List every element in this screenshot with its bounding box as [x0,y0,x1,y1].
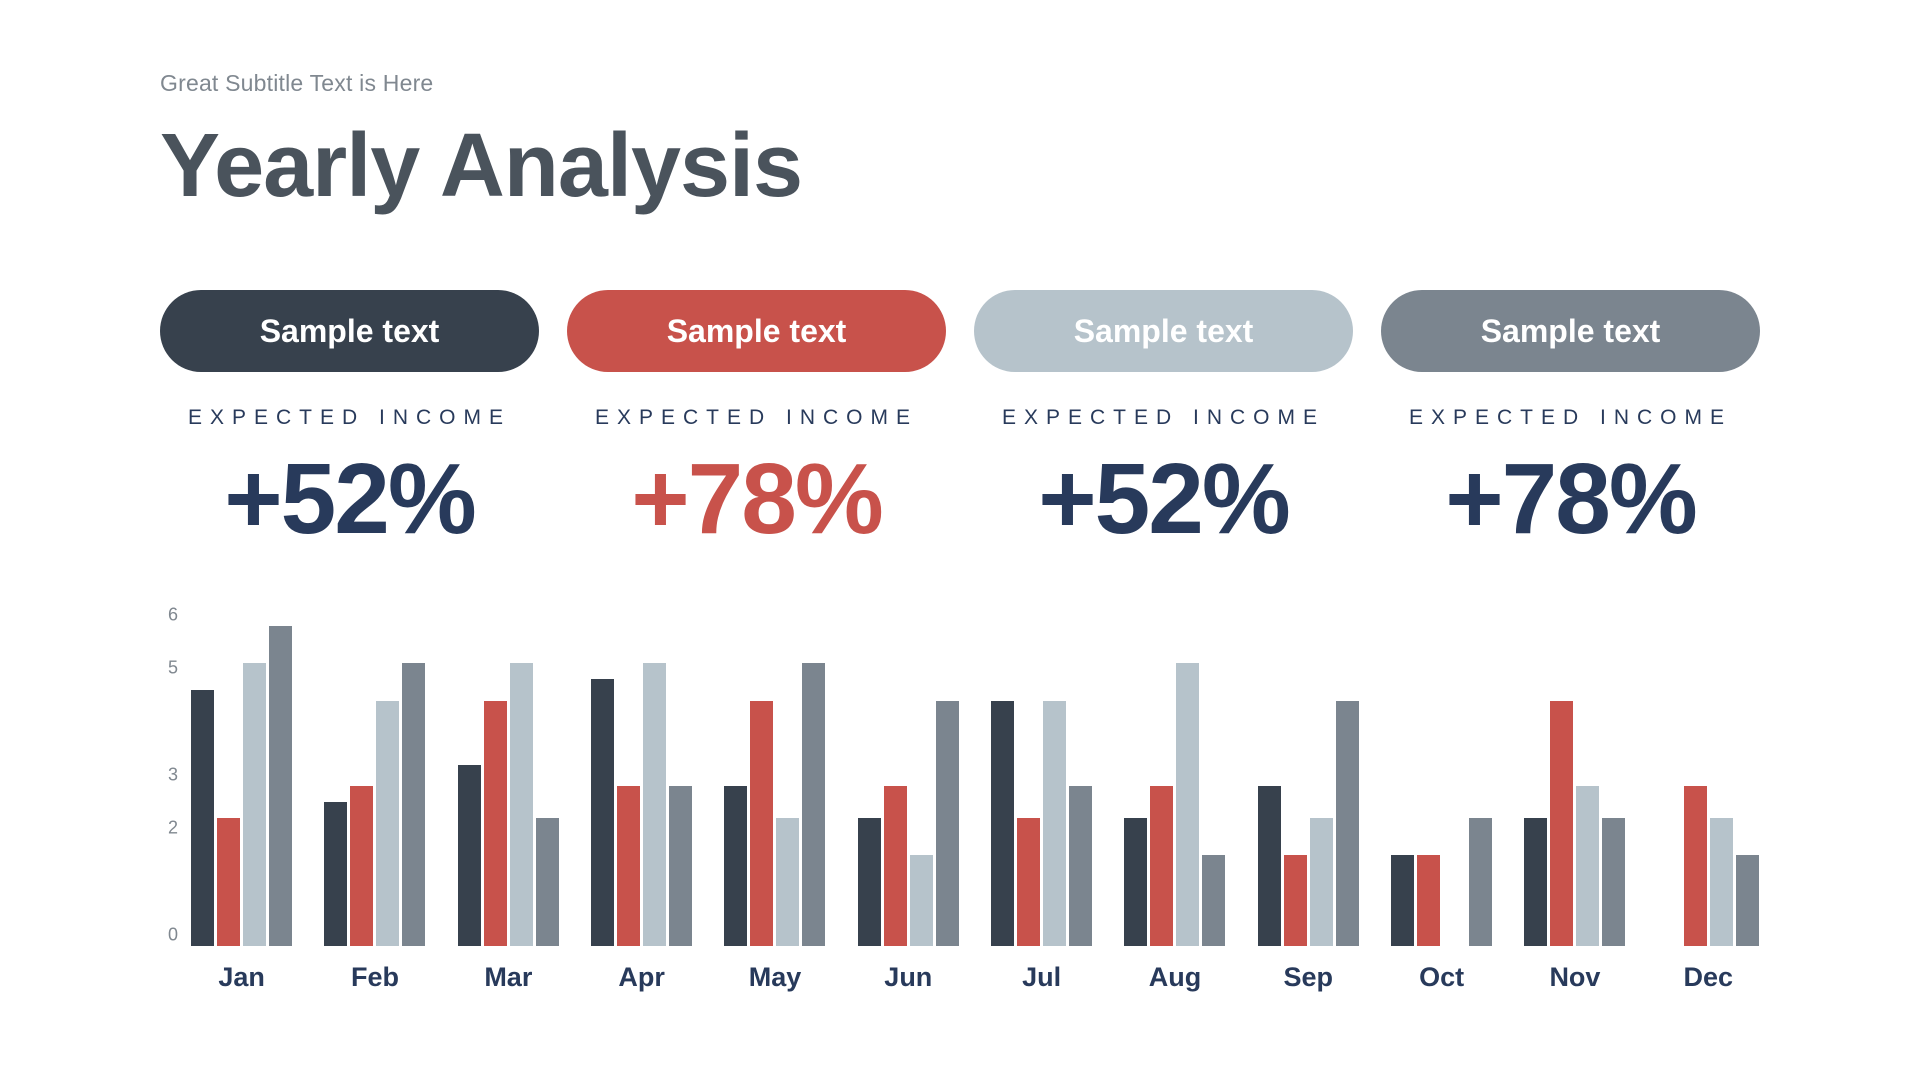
card-label: EXPECTED INCOME [595,406,918,430]
bar [884,786,907,946]
card-pill[interactable]: Sample text [160,290,539,372]
card-label: EXPECTED INCOME [1002,406,1325,430]
bar [1524,818,1547,946]
bar [1310,818,1333,946]
month-group: Nov [1523,627,1626,946]
bar [750,701,773,946]
bar [1043,701,1066,946]
bar [1150,786,1173,946]
month-group: Oct [1390,627,1493,946]
bar [1710,818,1733,946]
bar [217,818,240,946]
bar [724,786,747,946]
bar [350,786,373,946]
bar [617,786,640,946]
bar [402,663,425,946]
month-label: May [723,962,826,993]
bar [1684,786,1707,946]
month-label: Oct [1390,962,1493,993]
bar [1469,818,1492,946]
metric-card: Sample text EXPECTED INCOME +78% [567,290,946,557]
month-label: Nov [1523,962,1626,993]
month-label: Sep [1257,962,1360,993]
month-group: Sep [1257,627,1360,946]
slide: Great Subtitle Text is Here Yearly Analy… [0,0,1920,1080]
y-tick: 2 [168,818,178,839]
y-tick: 5 [168,658,178,679]
bar [1258,786,1281,946]
bar [1176,663,1199,946]
chart-plot-area: Jan Feb Mar Apr May Jun Jul Aug Sep Oct Nov Dec [190,627,1760,947]
y-tick: 3 [168,765,178,786]
bar [376,701,399,946]
month-label: Jan [190,962,293,993]
month-label: Mar [457,962,560,993]
bar [910,855,933,946]
bar [1576,786,1599,946]
bar [643,663,666,946]
bar [858,818,881,946]
bar [536,818,559,946]
bar [1602,818,1625,946]
month-group: Aug [1123,627,1226,946]
bar [191,690,214,946]
y-tick: 6 [168,605,178,626]
card-pill[interactable]: Sample text [567,290,946,372]
y-tick: 0 [168,925,178,946]
metric-card: Sample text EXPECTED INCOME +78% [1381,290,1760,557]
metric-card: Sample text EXPECTED INCOME +52% [974,290,1353,557]
month-group: May [723,627,826,946]
month-group: Jun [857,627,960,946]
bar [510,663,533,946]
bar [458,765,481,946]
month-group: Apr [590,627,693,946]
card-pill[interactable]: Sample text [1381,290,1760,372]
bar [243,663,266,946]
month-label: Jul [990,962,1093,993]
bar [1124,818,1147,946]
bar [324,802,347,946]
month-label: Dec [1657,962,1760,993]
month-group: Dec [1657,627,1760,946]
card-value: +52% [1038,442,1289,557]
bar [1202,855,1225,946]
bar [991,701,1014,946]
month-group: Jan [190,627,293,946]
bar [669,786,692,946]
bar [484,701,507,946]
bar [591,679,614,946]
bar [1550,701,1573,946]
page-title: Yearly Analysis [160,115,1760,218]
bar [1017,818,1040,946]
card-value: +78% [1445,442,1696,557]
bar [1417,855,1440,946]
metric-card: Sample text EXPECTED INCOME +52% [160,290,539,557]
month-group: Feb [323,627,426,946]
card-label: EXPECTED INCOME [1409,406,1732,430]
month-label: Jun [857,962,960,993]
bar [1736,855,1759,946]
month-label: Feb [323,962,426,993]
bar [1391,855,1414,946]
bar [936,701,959,946]
y-axis: 02356 [140,627,190,947]
card-value: +52% [224,442,475,557]
month-label: Aug [1123,962,1226,993]
month-label: Apr [590,962,693,993]
metric-cards: Sample textEXPECTED INCOME+52%Sample tex… [160,290,1760,557]
bar [1069,786,1092,946]
card-label: EXPECTED INCOME [188,406,511,430]
monthly-chart: 02356 JanFebMarAprMayJunJulAugSepOctNovD… [140,627,1760,947]
month-group: Jul [990,627,1093,946]
month-group: Mar [457,627,560,946]
card-value: +78% [631,442,882,557]
page-subtitle: Great Subtitle Text is Here [160,70,1760,97]
bar [269,626,292,946]
bar [776,818,799,946]
bar [1284,855,1307,946]
bar [1336,701,1359,946]
bar [802,663,825,946]
card-pill[interactable]: Sample text [974,290,1353,372]
